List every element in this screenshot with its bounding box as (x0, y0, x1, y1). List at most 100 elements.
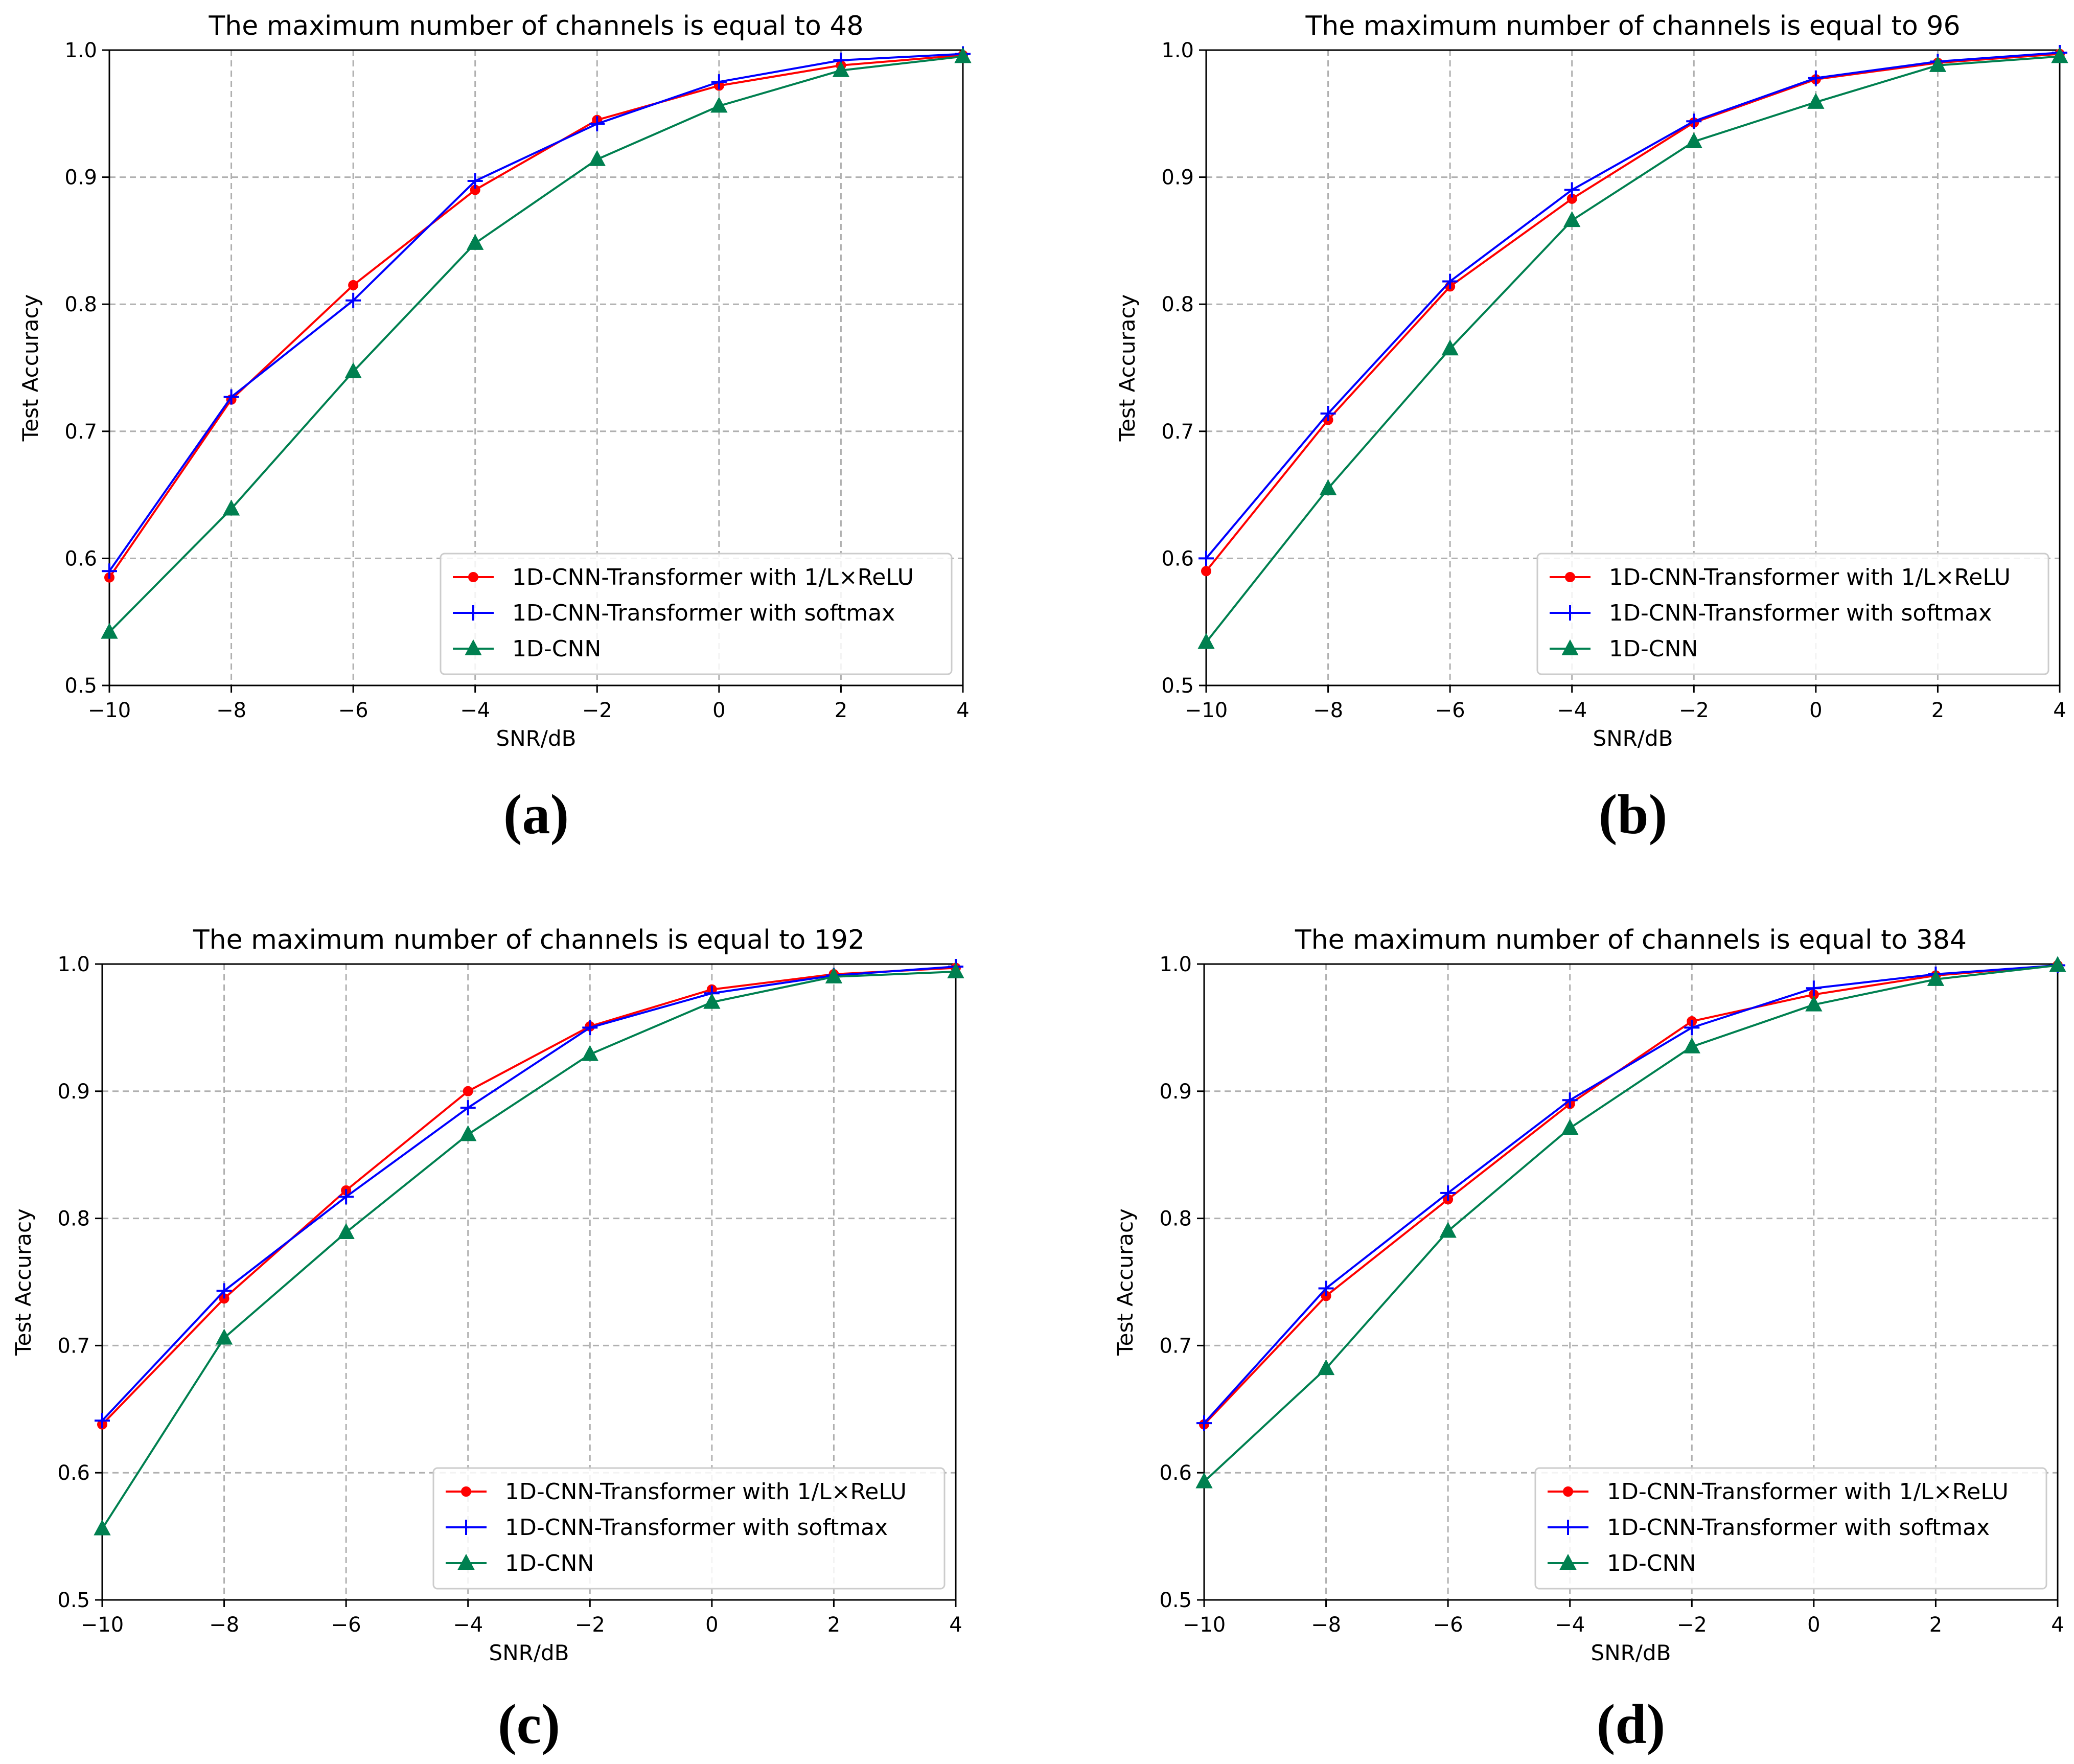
legend-label: 1D-CNN-Transformer with softmax (1609, 600, 1992, 626)
y-axis-label: Test Accuracy (18, 294, 43, 442)
data-point (1686, 113, 1702, 129)
legend-label: 1D-CNN (1609, 636, 1698, 662)
series-0 (1199, 960, 2063, 1430)
legend-item: 1D-CNN-Transformer with 1/L×ReLU (446, 1479, 907, 1505)
x-tick-label: 2 (1929, 1613, 1942, 1637)
legend-item: 1D-CNN (1550, 636, 1698, 662)
legend-box (1536, 553, 2049, 675)
series-line (108, 54, 963, 578)
series-line (101, 970, 956, 1529)
data-point (581, 1045, 598, 1061)
x-tick-label: −6 (1433, 1613, 1463, 1637)
series-line (108, 55, 963, 633)
x-tick-label: −2 (575, 1613, 605, 1637)
x-tick-label: 2 (1931, 699, 1944, 722)
legend-item: 1D-CNN (453, 636, 601, 662)
x-tick-label: −4 (460, 699, 490, 722)
x-tick-label: −4 (1555, 1613, 1585, 1637)
x-tick-label: −10 (1185, 699, 1228, 722)
x-tick-label: 0 (1809, 699, 1822, 722)
data-point (1317, 1359, 1335, 1376)
series-0 (104, 50, 968, 583)
legend-item: 1D-CNN-Transformer with softmax (1550, 600, 1992, 626)
legend-marker (1563, 1486, 1573, 1497)
y-tick-label: 0.8 (57, 1207, 90, 1231)
data-point (1806, 980, 1822, 996)
data-point (1927, 970, 1945, 986)
series-2 (101, 47, 972, 639)
data-point (1201, 566, 1211, 577)
data-point (1195, 1472, 1213, 1488)
data-point (1196, 1415, 1212, 1431)
chart-panel-a: −10 −8 −6 −4 −2 0 2 4 0.5 0.6 0.7 0.8 0.9 1.0 The maxi… (18, 11, 972, 751)
data-point (95, 1413, 110, 1429)
data-point (703, 993, 721, 1009)
x-tick-label: −2 (1679, 699, 1709, 722)
data-point (1320, 405, 1336, 421)
y-tick-label: 0.7 (57, 1334, 90, 1358)
legend-marker (1562, 605, 1578, 621)
legend-marker (1560, 1520, 1576, 1535)
x-axis-label: SNR/dB (1593, 726, 1673, 751)
legend: 1D-CNN-Transformer with 1/L×ReLU 1D-CNN-T… (432, 1467, 946, 1590)
x-tick-label: −10 (88, 699, 131, 722)
y-tick-label: 0.6 (1159, 1461, 1192, 1485)
legend-item: 1D-CNN-Transformer with 1/L×ReLU (1548, 1479, 2009, 1505)
data-point (1319, 479, 1337, 495)
series-line (1203, 964, 2058, 1426)
chart-panel-d: −10 −8 −6 −4 −2 0 2 4 0.5 0.6 0.7 0.8 0.9 1.0 The maxi… (1113, 925, 2066, 1665)
x-tick-label: 0 (1807, 1613, 1820, 1637)
data-point (216, 1283, 232, 1299)
data-point (1683, 1037, 1700, 1053)
data-point (825, 967, 843, 983)
data-point (337, 1223, 355, 1239)
x-tick-label: 4 (2051, 1613, 2064, 1637)
x-tick-label: 4 (949, 1613, 962, 1637)
data-point (1440, 1185, 1456, 1201)
x-tick-label: 0 (712, 699, 725, 722)
legend-item: 1D-CNN (446, 1550, 594, 1576)
data-point (1441, 339, 1459, 356)
y-tick-label: 0.5 (1159, 1589, 1192, 1612)
y-tick-label: 0.6 (64, 547, 97, 570)
series-line (108, 53, 963, 572)
legend-marker (1561, 639, 1579, 655)
chart-panel-b: −10 −8 −6 −4 −2 0 2 4 0.5 0.6 0.7 0.8 0.9 1.0 The maxi… (1115, 11, 2068, 751)
data-point (582, 1020, 598, 1036)
series-line (1205, 51, 2060, 559)
legend-label: 1D-CNN-Transformer with 1/L×ReLU (505, 1479, 907, 1505)
series-2 (1195, 956, 2066, 1488)
x-tick-label: 4 (2053, 699, 2066, 722)
data-point (1805, 995, 1823, 1012)
data-point (345, 292, 361, 308)
y-tick-label: 0.7 (1161, 420, 1194, 444)
data-point (832, 61, 850, 77)
x-tick-label: −8 (1311, 1613, 1341, 1637)
legend-label: 1D-CNN-Transformer with 1/L×ReLU (1607, 1479, 2009, 1505)
data-point (1564, 182, 1580, 198)
data-point (1199, 551, 1214, 566)
x-tick-label: −6 (338, 699, 368, 722)
data-point (102, 563, 117, 579)
legend-box (432, 1467, 946, 1590)
data-point (954, 47, 972, 63)
legend-marker (458, 1520, 474, 1535)
series-1 (1196, 957, 2065, 1431)
data-point (223, 389, 239, 405)
x-tick-label: −2 (582, 699, 612, 722)
data-point (1442, 273, 1458, 289)
series-line (1205, 55, 2060, 643)
legend-box (1534, 1467, 2047, 1590)
series-line (1203, 964, 2058, 1483)
legend-item: 1D-CNN-Transformer with 1/L×ReLU (453, 564, 914, 590)
data-point (1562, 1092, 1578, 1108)
x-tick-label: 4 (956, 699, 969, 722)
y-tick-label: 0.6 (57, 1461, 90, 1485)
series-line (1203, 964, 2058, 1424)
data-point (1197, 633, 1215, 649)
panel-label: (c) (498, 1693, 560, 1755)
y-axis-label: Test Accuracy (11, 1208, 36, 1356)
x-tick-label: −8 (209, 1613, 239, 1637)
legend-label: 1D-CNN-Transformer with softmax (1607, 1515, 1990, 1541)
